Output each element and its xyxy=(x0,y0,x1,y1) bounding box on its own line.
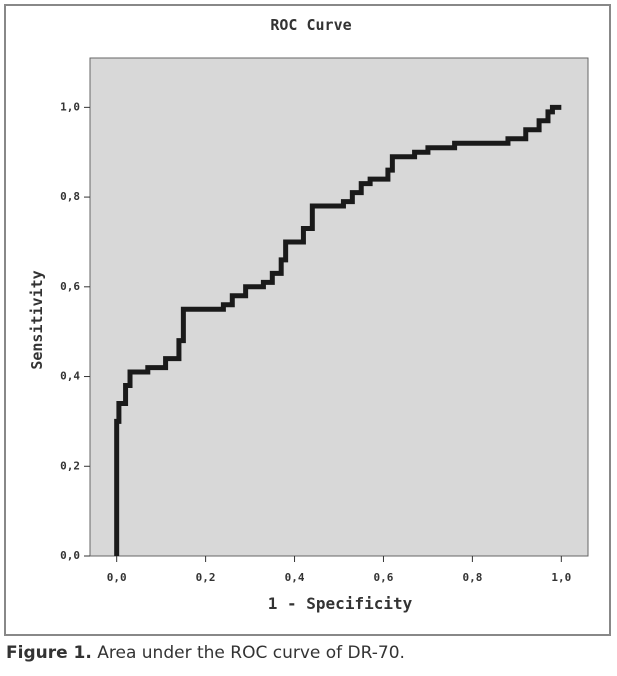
x-tick-label: 0,6 xyxy=(374,571,394,584)
x-tick-label: 1,0 xyxy=(551,571,571,584)
y-tick-label: 0,6 xyxy=(60,280,80,293)
x-tick-label: 0,4 xyxy=(285,571,305,584)
chart-title: ROC Curve xyxy=(270,16,351,34)
x-tick-label: 0,2 xyxy=(196,571,216,584)
x-axis-label: 1 - Specificity xyxy=(268,594,413,613)
y-tick-label: 0,8 xyxy=(60,190,80,203)
y-tick-label: 0,2 xyxy=(60,459,80,472)
y-tick-label: 0,4 xyxy=(60,370,80,383)
y-tick-label: 1,0 xyxy=(60,100,80,113)
caption: Figure 1. Area under the ROC curve of DR… xyxy=(6,643,405,663)
x-tick-label: 0,8 xyxy=(462,571,482,584)
plot-area xyxy=(89,57,589,557)
y-tick-label: 0,0 xyxy=(60,549,80,562)
roc-curve xyxy=(114,104,562,556)
caption-label: Figure 1. xyxy=(6,643,92,663)
x-tick-label: 0,0 xyxy=(107,571,127,584)
caption-text: Area under the ROC curve of DR-70. xyxy=(97,643,405,663)
y-axis-label: Sensitivity xyxy=(28,270,46,369)
